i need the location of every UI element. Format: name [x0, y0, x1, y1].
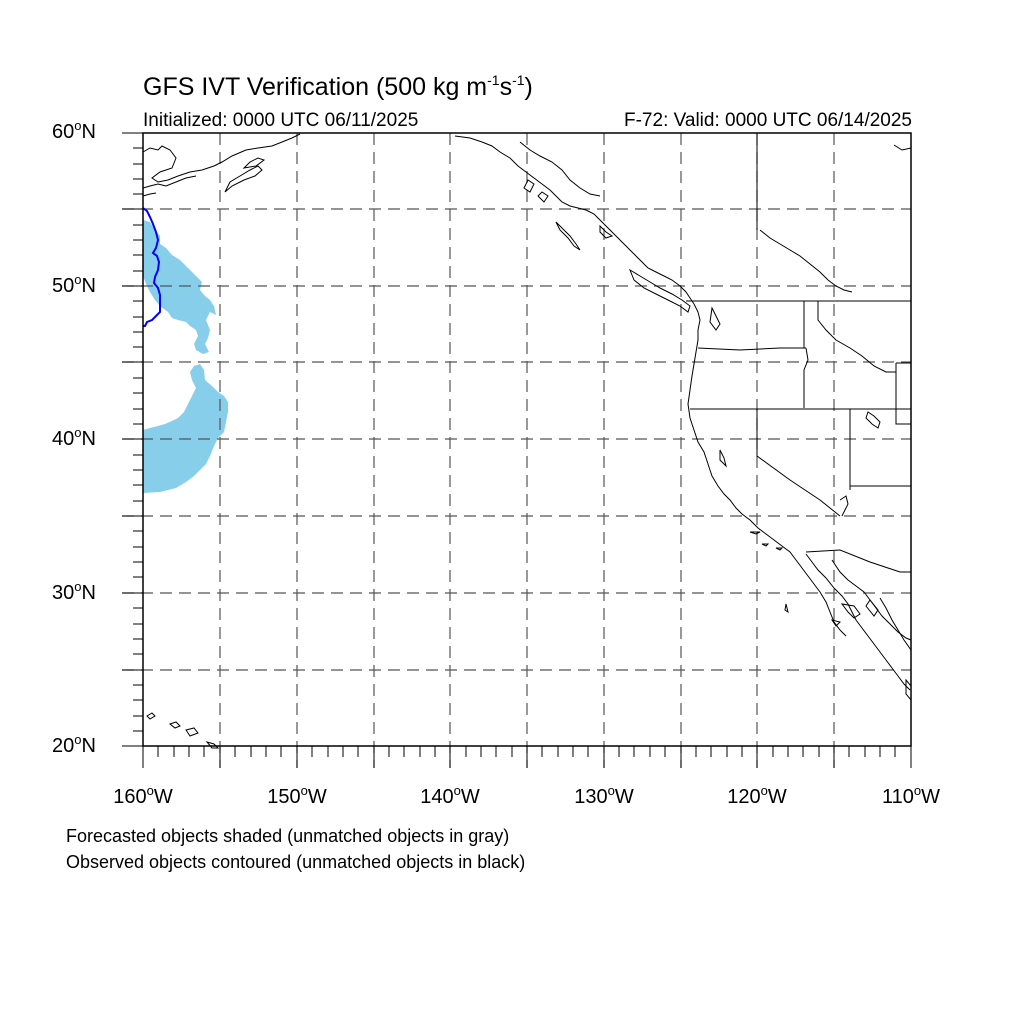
- lon-label-130w: 130oW: [574, 783, 634, 808]
- political-boundaries: [686, 133, 911, 573]
- forecast-object-north: [143, 220, 216, 354]
- axis-ticks: [122, 132, 912, 768]
- forecast-note: Forecasted objects shaded (unmatched obj…: [66, 826, 510, 846]
- chart-title: GFS IVT Verification (500 kg m-1s-1): [143, 72, 533, 101]
- graticule: [122, 133, 911, 768]
- map-frame: [142, 132, 912, 747]
- forecast-object-south: [143, 364, 228, 493]
- coastlines: [142, 133, 912, 749]
- observed-object-contour: [142, 207, 161, 327]
- forecast-objects: [143, 220, 228, 493]
- hawaii-islands: [146, 712, 156, 720]
- valid-time: F-72: Valid: 0000 UTC 06/14/2025: [624, 110, 912, 131]
- lat-label-50n: 50oN: [52, 272, 96, 297]
- lat-label-20n: 20oN: [52, 732, 96, 757]
- baja-california: [805, 553, 911, 691]
- lat-label-40n: 40oN: [52, 425, 96, 450]
- us-west-coast: [687, 303, 847, 637]
- lon-label-140w: 140oW: [420, 783, 480, 808]
- lat-label-30n: 30oN: [52, 579, 96, 604]
- mainland-mexico-coast: [879, 597, 912, 651]
- alaska-coast: [142, 133, 301, 183]
- lon-label-110w: 110oW: [881, 783, 940, 808]
- lat-label-60n: 60oN: [52, 118, 96, 143]
- lon-label-160w: 160oW: [113, 783, 173, 808]
- initialized-time: Initialized: 0000 UTC 06/11/2025: [143, 110, 419, 131]
- lon-label-120w: 120oW: [727, 783, 787, 808]
- lon-label-150w: 150oW: [267, 783, 327, 808]
- observed-note: Observed objects contoured (unmatched ob…: [66, 852, 526, 872]
